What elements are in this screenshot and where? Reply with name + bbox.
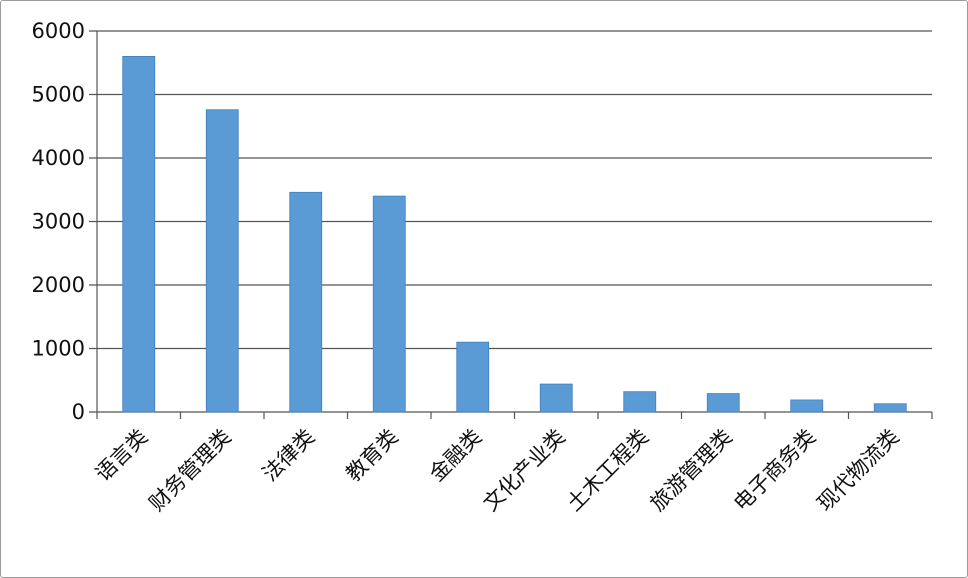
y-tick-label: 1000 — [32, 337, 85, 361]
y-tick-label: 4000 — [32, 146, 85, 170]
bar-7 — [623, 391, 657, 413]
bar-4 — [372, 195, 406, 413]
bar-1 — [122, 56, 156, 413]
y-tick-label: 2000 — [32, 273, 85, 297]
y-tick-label: 3000 — [32, 210, 85, 234]
x-category-label: 土木工程类 — [562, 425, 653, 516]
x-category-label: 教育类 — [341, 425, 403, 487]
x-category-label: 电子商务类 — [729, 425, 820, 516]
x-category-label: 语言类 — [91, 425, 153, 487]
y-tick-label: 5000 — [32, 83, 85, 107]
bar-8 — [706, 393, 740, 413]
x-category-label: 旅游管理类 — [646, 425, 737, 516]
y-tick-label: 6000 — [32, 19, 85, 43]
x-category-label: 现代物流类 — [813, 425, 904, 516]
bar-10 — [873, 403, 907, 413]
x-category-label: 法律类 — [258, 425, 320, 487]
x-category-label: 财务管理类 — [145, 425, 236, 516]
bar-5 — [456, 341, 490, 413]
bar-3 — [289, 191, 323, 413]
y-tick-label: 0 — [72, 400, 85, 424]
x-category-label: 文化产业类 — [479, 425, 570, 516]
bar-6 — [539, 383, 573, 413]
bar-2 — [205, 109, 239, 413]
bar-9 — [790, 399, 824, 413]
x-category-label: 金融类 — [425, 425, 487, 487]
